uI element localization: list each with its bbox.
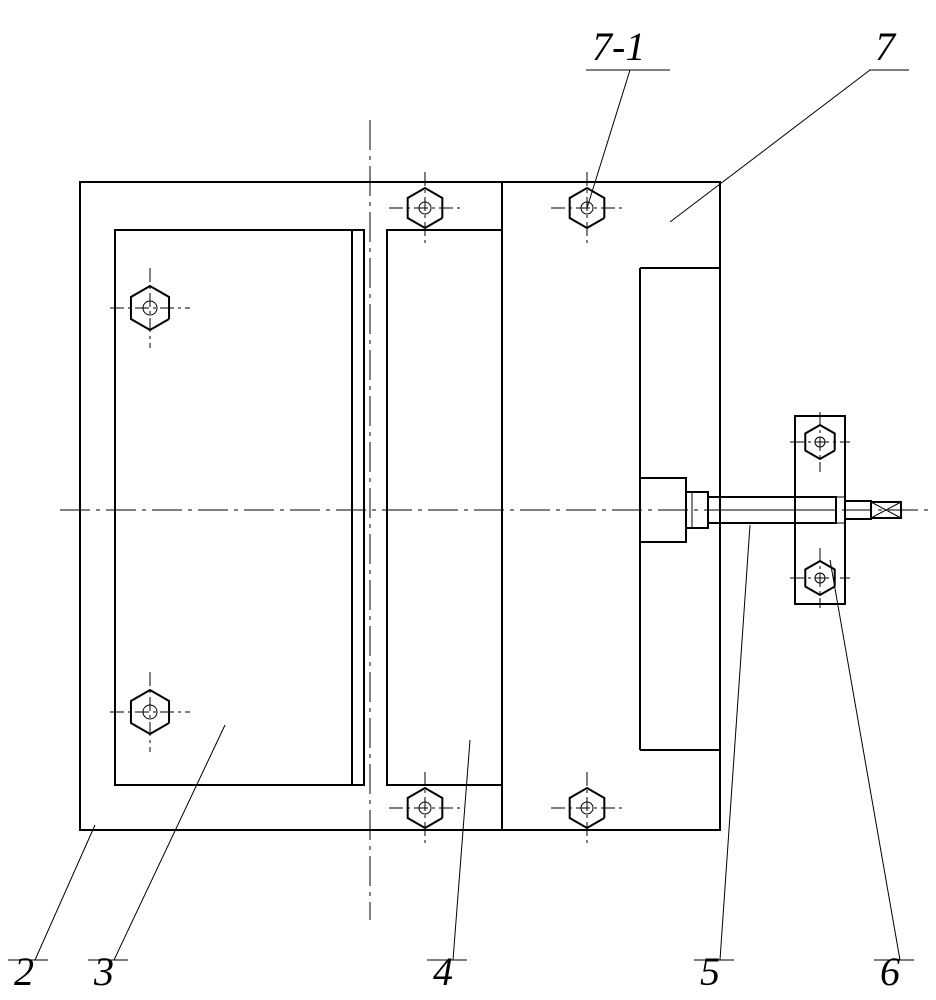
leader-line-5 — [720, 525, 750, 960]
label-5: 5 — [700, 949, 720, 994]
leader-line-4 — [453, 740, 470, 960]
leader-line-0 — [587, 70, 630, 208]
part-4 — [387, 230, 502, 785]
part-2-outer — [80, 182, 720, 830]
leader-line-1 — [670, 70, 870, 222]
label-7: 7 — [875, 24, 897, 69]
leader-line-2 — [35, 825, 95, 960]
part-3 — [115, 230, 352, 785]
label-6: 6 — [880, 949, 900, 994]
label-2: 2 — [14, 949, 34, 994]
leader-line-3 — [114, 725, 225, 960]
part-3-strip — [352, 230, 364, 785]
drawing-canvas: 7-1 7 2 3 4 5 6 — [0, 0, 936, 1000]
label-3: 3 — [93, 949, 114, 994]
label-7-1: 7-1 — [592, 24, 645, 69]
leader-line-6 — [830, 560, 900, 960]
label-4: 4 — [433, 949, 453, 994]
